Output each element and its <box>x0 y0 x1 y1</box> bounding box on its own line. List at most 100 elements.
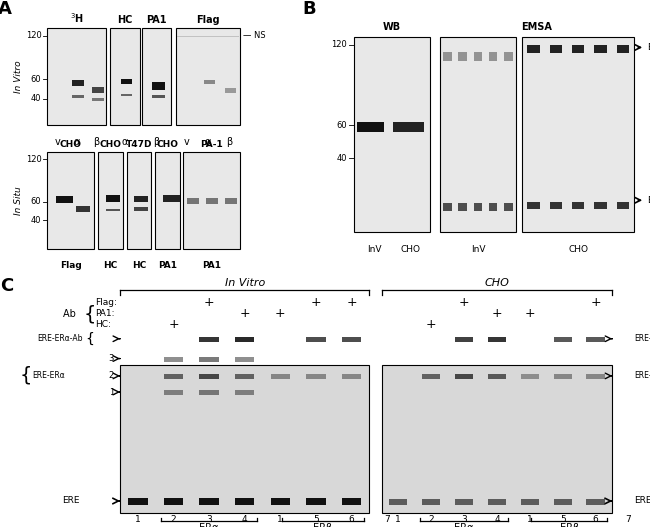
Text: Flag:: Flag: <box>95 298 117 307</box>
Bar <box>439 37 516 232</box>
Bar <box>617 45 629 53</box>
Bar <box>110 27 140 125</box>
Text: Ab: Ab <box>63 309 79 319</box>
Bar <box>455 499 473 505</box>
Bar <box>586 499 605 505</box>
Bar <box>176 27 240 125</box>
Bar <box>106 195 120 202</box>
Text: β: β <box>153 137 160 147</box>
Bar <box>164 498 183 505</box>
Bar <box>458 52 467 61</box>
Bar <box>177 36 239 37</box>
Bar <box>72 80 84 85</box>
Bar <box>47 27 106 125</box>
Text: HC: HC <box>103 261 118 270</box>
Text: 6: 6 <box>348 515 354 524</box>
Text: ERE-ERβ: ERE-ERβ <box>634 372 650 380</box>
Bar <box>342 498 361 505</box>
Text: α: α <box>122 137 128 147</box>
Text: 7: 7 <box>384 515 390 524</box>
Text: In Vitro: In Vitro <box>14 60 23 93</box>
Text: PA1:: PA1: <box>95 309 114 318</box>
Text: ERE-ERα: ERE-ERα <box>32 371 64 380</box>
Text: 5: 5 <box>313 515 318 524</box>
Bar <box>200 498 219 505</box>
Bar <box>554 499 572 505</box>
Text: 7: 7 <box>625 515 631 524</box>
Text: 120: 120 <box>332 40 347 50</box>
Text: EMSA: EMSA <box>521 22 552 32</box>
Text: 2: 2 <box>171 515 176 524</box>
Text: +: + <box>239 307 250 320</box>
Text: +: + <box>525 307 535 320</box>
Bar <box>306 374 326 379</box>
Bar <box>504 52 513 61</box>
Text: InV: InV <box>471 245 485 254</box>
Text: β: β <box>226 137 233 147</box>
Text: C: C <box>1 277 14 295</box>
Bar <box>225 198 237 204</box>
Text: 120: 120 <box>25 155 42 164</box>
Text: +: + <box>204 296 214 309</box>
Bar <box>306 498 326 505</box>
Text: 2: 2 <box>109 372 114 380</box>
Bar <box>521 499 539 505</box>
Bar <box>142 27 172 125</box>
Text: PA1: PA1 <box>146 15 167 25</box>
Bar <box>200 390 219 395</box>
Text: B: B <box>303 0 317 18</box>
Text: T47D: T47D <box>125 140 152 149</box>
Text: 1: 1 <box>395 515 401 524</box>
Bar <box>342 337 361 343</box>
Text: ERβ: ERβ <box>560 523 579 527</box>
Text: {: { <box>84 304 96 323</box>
Bar <box>56 196 73 203</box>
Bar <box>164 357 183 362</box>
Text: 1: 1 <box>135 515 141 524</box>
Bar <box>488 374 506 379</box>
Bar <box>455 374 473 379</box>
Text: 60: 60 <box>337 121 347 130</box>
Bar <box>550 202 562 209</box>
Bar <box>98 152 123 249</box>
Bar <box>586 337 605 343</box>
Text: PA-1: PA-1 <box>200 140 223 149</box>
Bar <box>200 374 219 379</box>
Bar <box>554 374 572 379</box>
Bar <box>92 87 103 93</box>
Bar <box>474 203 482 211</box>
Text: 1: 1 <box>109 387 114 396</box>
Text: In Situ: In Situ <box>14 186 23 214</box>
Text: PA1: PA1 <box>158 261 177 270</box>
Bar <box>554 337 572 343</box>
Text: PA1: PA1 <box>202 261 222 270</box>
Bar <box>488 337 506 343</box>
Bar <box>183 152 240 249</box>
Bar <box>393 122 424 132</box>
Bar <box>443 52 452 61</box>
Bar <box>306 337 326 343</box>
Bar <box>523 37 634 232</box>
Bar <box>134 196 148 201</box>
Text: In Vitro: In Vitro <box>225 278 265 288</box>
Bar <box>528 202 540 209</box>
Text: 5: 5 <box>560 515 566 524</box>
Text: {: { <box>20 366 32 385</box>
Bar <box>586 374 605 379</box>
Text: 60: 60 <box>31 197 42 206</box>
Text: ERE: ERE <box>647 196 650 205</box>
Bar <box>354 37 430 232</box>
Text: 1: 1 <box>278 515 283 524</box>
Bar <box>455 337 473 343</box>
Text: ERα: ERα <box>200 523 219 527</box>
Bar <box>572 202 584 209</box>
Text: HC:: HC: <box>95 320 111 329</box>
Bar <box>489 52 497 61</box>
Bar <box>270 498 290 505</box>
Bar <box>357 122 384 132</box>
Text: CHO: CHO <box>99 140 122 149</box>
Text: ERE: ERE <box>634 496 650 505</box>
Text: α: α <box>205 137 211 147</box>
Text: A: A <box>0 0 12 18</box>
Text: Flag: Flag <box>60 261 81 270</box>
